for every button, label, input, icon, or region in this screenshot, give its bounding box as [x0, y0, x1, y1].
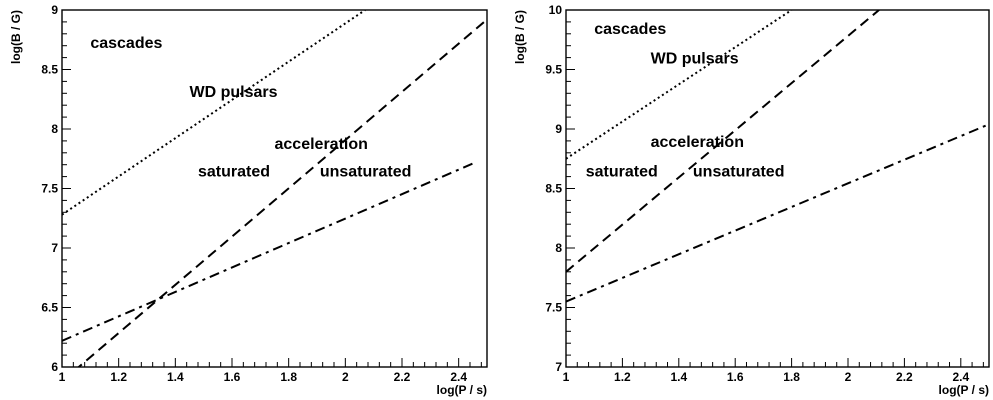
- y-tick-label: 9: [555, 122, 562, 136]
- chart-panel-2: 1 1.2 1.4 1.6 1.8 2 2.2 2.4 7 7.5 8 8.5 9 9.5 10 log(P …: [513, 3, 990, 397]
- x-tick-label: 1.8: [280, 370, 297, 384]
- x-tick-label: 2.4: [450, 370, 467, 384]
- region-annotation: saturated: [198, 164, 270, 181]
- y-tick-label: 8: [51, 122, 58, 136]
- y-tick-label: 8.5: [545, 182, 562, 196]
- series-line-dotted: [62, 10, 366, 216]
- x-tick-label: 1.2: [614, 370, 631, 384]
- region-annotation: cascades: [594, 21, 666, 38]
- y-tick-label: 9: [51, 3, 58, 17]
- x-tick-label: 2: [342, 370, 349, 384]
- y-tick-label: 8: [555, 241, 562, 255]
- region-annotation: acceleration: [275, 136, 368, 153]
- x-tick-label: 1: [563, 370, 570, 384]
- chart-panel-1: 1 1.2 1.4 1.6 1.8 2 2.2 2.4 6 6.5 7 7.5 8 8.5 9 log(P /…: [9, 3, 488, 397]
- x-axis-label: log(P / s): [939, 383, 989, 397]
- region-annotation: acceleration: [651, 134, 744, 151]
- x-tick-label: 1.4: [167, 370, 184, 384]
- x-tick-label: 2.4: [952, 370, 969, 384]
- region-annotation: saturated: [586, 164, 658, 181]
- region-annotation: unsaturated: [320, 164, 412, 181]
- x-tick-label: 1.2: [110, 370, 127, 384]
- series-line-dashed: [566, 10, 880, 273]
- y-tick-label: 7.5: [41, 182, 58, 196]
- y-axis-label: log(B / G): [9, 10, 23, 64]
- x-tick-label: 2: [845, 370, 852, 384]
- series-line-dashed: [77, 18, 487, 367]
- region-annotation: WD pulsars: [651, 51, 739, 68]
- x-tick-label: 1.8: [783, 370, 800, 384]
- x-tick-label: 1: [59, 370, 66, 384]
- y-axis-label: log(B / G): [513, 10, 527, 64]
- series-line-dashdot: [566, 123, 989, 303]
- y-tick-label: 6: [51, 360, 58, 374]
- x-tick-label: 2.2: [394, 370, 411, 384]
- y-tick-label: 7: [555, 360, 562, 374]
- plot-frame: [565, 9, 990, 368]
- x-tick-label: 1.6: [224, 370, 241, 384]
- y-tick-label: 6.5: [41, 301, 58, 315]
- region-annotation: cascades: [90, 35, 162, 52]
- x-axis-label: log(P / s): [437, 383, 487, 397]
- x-tick-label: 1.6: [727, 370, 744, 384]
- y-tick-label: 8.5: [41, 63, 58, 77]
- x-tick-label: 1.4: [670, 370, 687, 384]
- y-tick-label: 7: [51, 241, 58, 255]
- y-tick-label: 10: [549, 3, 563, 17]
- region-annotation: WD pulsars: [190, 84, 278, 101]
- series-line-dashdot: [62, 161, 477, 342]
- series-line-dotted: [566, 10, 793, 160]
- region-annotation: unsaturated: [693, 164, 785, 181]
- y-tick-label: 7.5: [545, 301, 562, 315]
- y-tick-label: 9.5: [545, 63, 562, 77]
- x-tick-label: 2.2: [896, 370, 913, 384]
